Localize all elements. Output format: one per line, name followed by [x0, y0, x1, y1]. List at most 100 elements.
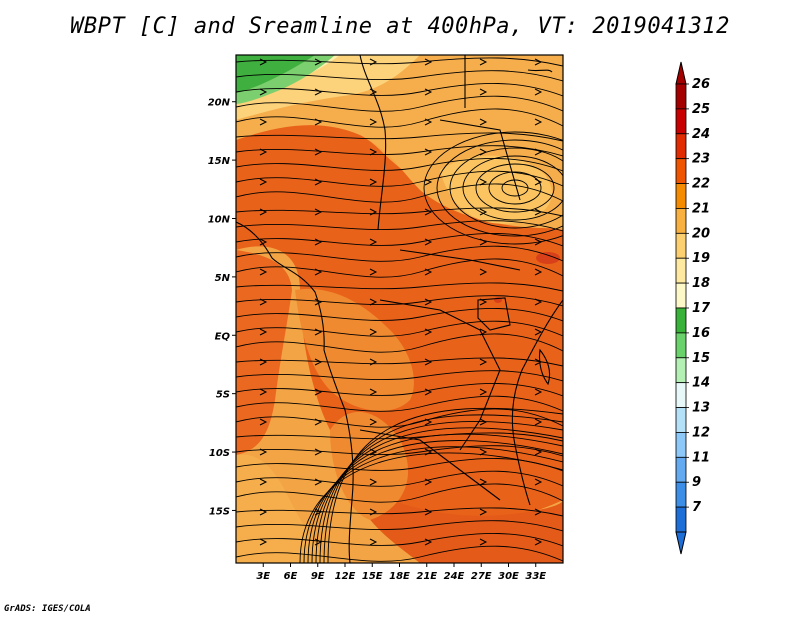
- streamline: [236, 445, 563, 457]
- streamline: [315, 427, 563, 563]
- streamline: [236, 532, 563, 547]
- colorbar-label: 22: [692, 177, 710, 192]
- streamline: [236, 432, 563, 442]
- streamline-arrow: [424, 448, 433, 456]
- field-hot-spot-east: [536, 252, 560, 264]
- lon-tick-label: 27E: [471, 571, 492, 582]
- colorbar-swatch: [675, 282, 687, 309]
- streamline-arrow: [534, 388, 543, 396]
- lon-axis: 3E 6E 9E 12E 15E 18E 21E 24E 27E 30E 33E: [256, 563, 546, 582]
- colorbar-label: 26: [692, 77, 710, 92]
- streamline-arrow: [479, 538, 488, 546]
- streamline-arrow: [424, 508, 433, 516]
- lon-tick-label: 18E: [389, 571, 410, 582]
- streamline-arrow: [534, 358, 543, 366]
- lat-tick-label: EQ: [215, 331, 231, 342]
- streamline-arrow: [314, 58, 323, 66]
- streamline-arrow: [314, 388, 323, 396]
- streamline-arrow: [369, 538, 378, 546]
- streamline-arrow: [479, 448, 488, 456]
- lon-tick-label: 3E: [256, 571, 270, 582]
- colorbar-label: 7: [692, 500, 702, 515]
- streamline: [236, 357, 563, 367]
- streamline-arrow: [534, 58, 543, 66]
- streamline-arrow: [534, 88, 543, 96]
- streamline-arrow: [424, 328, 433, 336]
- lon-tick-label: 21E: [416, 571, 437, 582]
- streamline-arrow: [479, 178, 488, 186]
- streamline-arrow: [314, 118, 323, 126]
- colorbar-bottom-arrow: [675, 531, 687, 555]
- colorbar-swatch: [675, 183, 687, 209]
- streamline-arrow: [479, 148, 488, 156]
- streamline-arrow: [314, 208, 323, 216]
- lon-tick-label: 9E: [311, 571, 325, 582]
- streamline-arrow: [534, 298, 543, 306]
- colorbar-swatch: [675, 332, 687, 359]
- streamline: [236, 220, 563, 232]
- colorbar-swatch: [675, 307, 687, 334]
- streamline-arrow: [424, 208, 433, 216]
- streamline-arrow: [479, 358, 488, 366]
- colorbar-swatch: [675, 481, 687, 508]
- streamline-arrow: [259, 478, 268, 486]
- streamline-arrow: [479, 268, 488, 276]
- streamline: [236, 57, 563, 67]
- cyclone-streamline: [488, 171, 542, 205]
- streamline-arrow: [314, 148, 323, 156]
- streamline: [236, 282, 563, 292]
- streamline: [236, 145, 563, 157]
- streamline-arrow: [314, 268, 323, 276]
- colorbar-swatch: [675, 133, 687, 160]
- lon-tick-label: 24E: [444, 571, 465, 582]
- streamline-arrow: [259, 148, 268, 156]
- streamline-arrow: [424, 538, 433, 546]
- colorbar-label: 21: [692, 201, 710, 216]
- colorbar-swatch: [675, 456, 687, 483]
- streamline-arrow: [314, 538, 323, 546]
- grads-credit: GrADS: IGES/COLA: [4, 604, 91, 614]
- streamline: [236, 382, 563, 397]
- streamline-arrow: [259, 298, 268, 306]
- streamline: [236, 108, 563, 128]
- streamline-arrow: [534, 238, 543, 246]
- colorbar-swatch: [675, 83, 687, 110]
- streamline-arrow: [369, 418, 378, 426]
- streamline-arrow: [534, 448, 543, 456]
- lat-axis: 20N 15N 10N 5N EQ 5S 10S 15S: [208, 98, 236, 517]
- streamline: [236, 183, 563, 203]
- streamline-arrow: [259, 88, 268, 96]
- streamline: [236, 507, 563, 517]
- streamline-arrow: [534, 478, 543, 486]
- coastlines: [236, 55, 563, 563]
- streamline-arrow: [369, 388, 378, 396]
- lat-tick-label: 15S: [209, 506, 230, 517]
- streamline-arrow: [424, 388, 433, 396]
- colorbar-label: 16: [692, 326, 710, 341]
- colorbar-label: 24: [692, 127, 710, 142]
- streamline: [236, 320, 563, 337]
- streamline: [236, 70, 563, 82]
- colorbar-label: 20: [692, 226, 710, 241]
- colorbar-swatch: [675, 257, 687, 284]
- streamline-arrow: [479, 208, 488, 216]
- streamline-arrow: [314, 238, 323, 246]
- lat-tick-label: 5N: [215, 273, 231, 284]
- map-panel: [236, 55, 563, 563]
- streamline-arrow: [259, 448, 268, 456]
- streamline-arrow: [259, 268, 268, 276]
- streamline-arrow: [534, 538, 543, 546]
- streamline-arrow: [314, 418, 323, 426]
- streamline: [236, 258, 563, 278]
- colorbar-label: 12: [692, 425, 710, 440]
- cyclone-streamline: [436, 139, 563, 237]
- streamline-arrow: [424, 88, 433, 96]
- streamline-arrow: [534, 208, 543, 216]
- lon-tick-label: 12E: [335, 571, 356, 582]
- field-warm-core-2: [350, 480, 563, 563]
- streamline-arrow: [424, 178, 433, 186]
- lon-tick-label: 15E: [362, 571, 383, 582]
- cyclone-streamline: [475, 163, 555, 213]
- streamline-arrow: [259, 238, 268, 246]
